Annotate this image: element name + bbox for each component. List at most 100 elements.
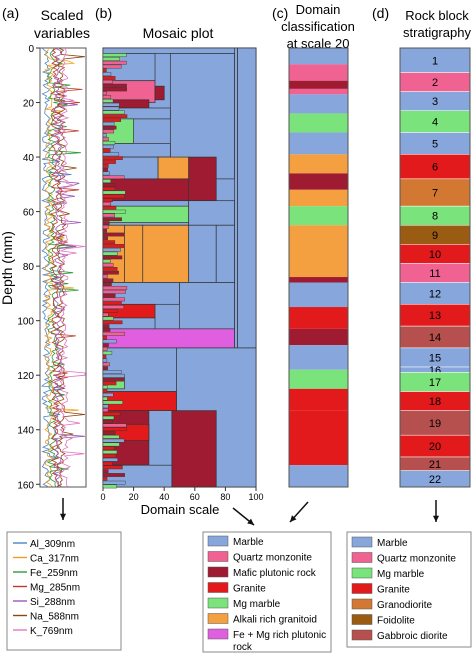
mosaic-sliver — [102, 251, 118, 256]
domain-band-16 — [289, 345, 348, 370]
panel-d-frame — [399, 47, 471, 488]
mosaic-sliver — [102, 87, 127, 92]
panel-c-title-1: Domain — [296, 2, 341, 17]
mosaic-sliver — [102, 389, 108, 393]
legend-a-label-3: Mg_285nm — [30, 583, 80, 594]
panel-d-title-1: Rock block — [405, 8, 469, 23]
trace-Ca_317nm — [43, 47, 80, 487]
domain-band-9 — [289, 189, 348, 207]
mosaic-sliver — [102, 347, 108, 351]
mosaic-sliver — [102, 183, 115, 187]
mosaic-sliver — [102, 351, 113, 355]
legend-d-label-4: Granodiorite — [377, 600, 432, 611]
mosaic-sliver — [102, 305, 124, 309]
rock-block-label-17: 17 — [429, 377, 441, 389]
mosaic-xtick-label-0: 0 — [100, 492, 105, 502]
arrow-b-head — [247, 518, 254, 525]
rock-block-label-8: 8 — [432, 211, 438, 223]
mosaic-sliver — [102, 385, 108, 390]
domain-band-7 — [289, 154, 348, 174]
mosaic-sliver — [102, 194, 125, 199]
rock-block-label-18: 18 — [429, 396, 441, 408]
rock-block-label-5: 5 — [432, 138, 438, 150]
mosaic-sliver — [102, 427, 127, 432]
panel-c-letter: (c) — [272, 5, 288, 21]
mosaic-sliver — [102, 362, 110, 367]
legend-b-swatch-3 — [207, 582, 229, 593]
mosaic-sliver — [102, 57, 120, 61]
rock-block-label-14: 14 — [429, 332, 441, 344]
legend-b-label-2: Mafic plutonic rock — [233, 568, 317, 579]
mosaic-sliver — [102, 324, 110, 328]
rock-block-label-7: 7 — [432, 188, 438, 200]
domain-band-10 — [289, 206, 348, 226]
mosaic-sliver — [102, 137, 109, 141]
mosaic-sliver — [102, 331, 126, 336]
mosaic-sliver — [102, 60, 127, 65]
rock-block-label-19: 19 — [429, 418, 441, 430]
mosaic-sliver — [102, 102, 120, 107]
mosaic-sliver — [102, 209, 126, 214]
legend-b-label-1: Quartz monzonite — [233, 553, 312, 564]
legend-b-label-0: Marble — [233, 537, 264, 548]
legend-b-label-4: Mg marble — [233, 599, 281, 610]
mosaic-sliver — [102, 289, 126, 294]
mosaic-sliver — [102, 110, 125, 115]
domain-band-15 — [289, 328, 348, 346]
mosaic-sliver — [102, 381, 117, 386]
mosaic-block-33 — [171, 410, 217, 488]
panel-d-title-2: stratigraphy — [403, 25, 471, 40]
mosaic-sliver — [102, 244, 125, 248]
mosaic-sliver — [102, 263, 114, 267]
legend-b-swatch-4 — [207, 597, 229, 609]
mosaic-sliver — [102, 259, 111, 264]
mosaic-sliver — [102, 484, 117, 489]
mosaic-sliver — [102, 129, 115, 134]
domain-band-13 — [289, 282, 348, 308]
mosaic-sliver — [102, 232, 125, 237]
domain-band-20 — [289, 465, 348, 487]
mosaic-sliver — [102, 404, 109, 409]
rock-block-label-12: 12 — [429, 288, 441, 300]
panel-a-title-1: Scaled — [41, 7, 84, 23]
mosaic-sliver — [102, 95, 112, 99]
mosaic-sliver — [102, 339, 117, 344]
mosaic-block-4 — [154, 85, 165, 101]
panel-a-title-2: variables — [34, 25, 90, 41]
mosaic-sliver — [102, 434, 120, 439]
mosaic-sliver — [102, 320, 123, 325]
mosaic-sliver — [102, 255, 123, 260]
mosaic-sliver — [102, 431, 116, 435]
rock-block-label-3: 3 — [432, 96, 438, 108]
mosaic-sliver — [102, 118, 122, 122]
depth-tick-label-7: 140 — [17, 426, 34, 437]
mosaic-sliver — [102, 316, 114, 321]
mosaic-sliver — [102, 343, 109, 348]
depth-axis-label: Depth (mm) — [0, 231, 15, 305]
mosaic-sliver — [102, 358, 108, 363]
legend-d-swatch-2 — [351, 567, 373, 579]
legend-b-swatch-2 — [207, 566, 229, 578]
mosaic-sliver — [102, 293, 116, 298]
mosaic-sliver — [102, 457, 118, 462]
mosaic-sliver — [102, 366, 108, 370]
mosaic-sliver — [102, 476, 108, 481]
mosaic-sliver — [102, 156, 123, 160]
domain-band-19 — [289, 410, 348, 466]
mosaic-sliver — [102, 354, 107, 359]
mosaic-sliver — [102, 393, 114, 397]
domain-band-11 — [289, 225, 348, 278]
domain-band-1 — [289, 64, 348, 81]
panel-b-letter: (b) — [95, 5, 112, 21]
mosaic-block-22 — [179, 282, 235, 330]
mosaic-sliver — [102, 446, 115, 451]
panel-b-title: Mosaic plot — [143, 25, 214, 41]
mosaic-sliver — [102, 64, 122, 69]
panel-c-title-3: at scale 20 — [287, 36, 350, 51]
legend-d-label-5: Foidolite — [377, 616, 415, 627]
rock-block-label-9: 9 — [432, 230, 438, 242]
mosaic-sliver — [102, 99, 114, 103]
legend-b-label-6: Fe + Mg rich plutonic — [233, 630, 326, 641]
mosaic-sliver — [102, 301, 122, 306]
